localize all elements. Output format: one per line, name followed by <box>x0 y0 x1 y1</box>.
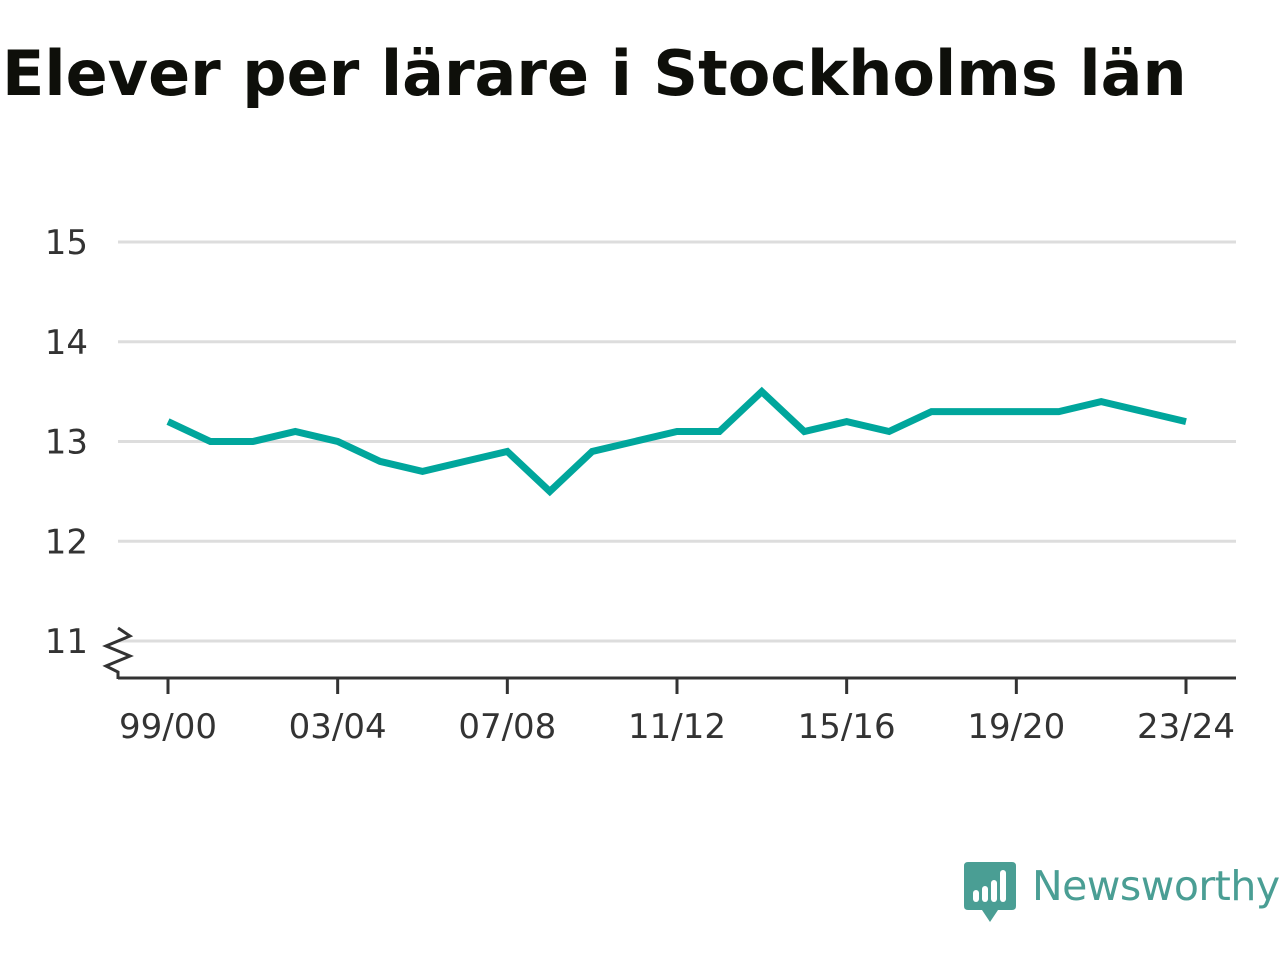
y-tick-label: 15 <box>45 223 88 263</box>
y-tick-label: 14 <box>45 323 88 363</box>
y-tick-label: 12 <box>45 522 88 562</box>
x-tick-label: 99/00 <box>119 707 217 747</box>
bar-chart-speech-bubble-icon <box>964 862 1016 922</box>
chart-title: Elever per lärare i Stockholms län <box>2 37 1187 110</box>
y-tick-label: 13 <box>45 423 88 463</box>
x-tick-label: 23/24 <box>1137 707 1235 747</box>
x-tick-label: 15/16 <box>798 707 896 747</box>
y-axis-tick-labels: 11 12 13 14 15 <box>45 223 88 662</box>
axis-break-zigzag <box>102 626 134 679</box>
y-axis-break-icon <box>102 626 134 679</box>
brand-name: Newsworthy <box>1032 862 1280 910</box>
x-tick-label: 03/04 <box>289 707 387 747</box>
x-tick-label: 11/12 <box>628 707 726 747</box>
series-layer <box>166 386 1187 497</box>
grid-lines <box>118 240 1236 643</box>
x-tick-label: 19/20 <box>967 707 1065 747</box>
x-tick-label: 07/08 <box>458 707 556 747</box>
x-axis: 99/00 03/04 07/08 11/12 15/16 19/20 23/24 <box>118 676 1236 747</box>
y-tick-label: 11 <box>45 622 88 662</box>
newsworthy-logo: Newsworthy <box>964 862 1280 926</box>
